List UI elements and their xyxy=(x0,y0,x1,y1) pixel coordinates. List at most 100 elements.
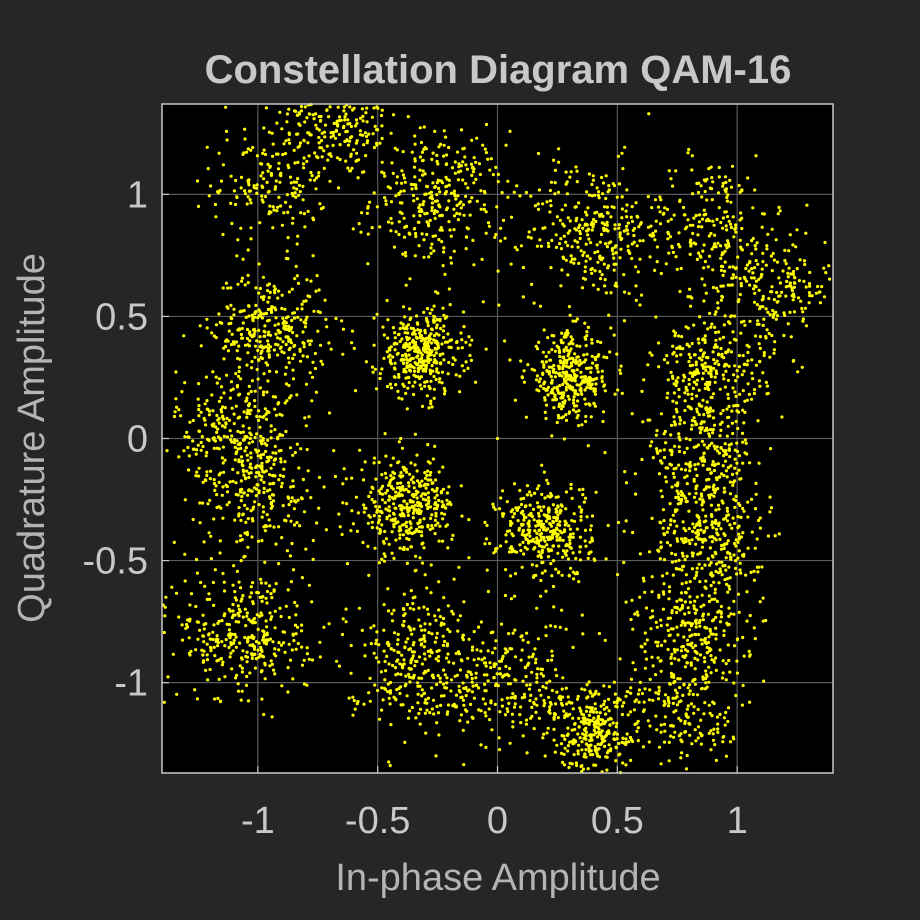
data-point xyxy=(593,392,598,396)
data-point xyxy=(247,471,251,475)
data-point xyxy=(395,148,399,152)
data-point xyxy=(300,576,304,580)
data-point xyxy=(442,154,446,158)
data-point xyxy=(546,537,551,542)
data-point xyxy=(253,355,257,359)
data-point xyxy=(305,159,309,163)
data-point xyxy=(236,429,240,433)
data-point xyxy=(725,577,730,581)
data-point xyxy=(737,183,741,188)
data-point xyxy=(442,358,446,362)
data-point xyxy=(494,232,498,237)
data-point xyxy=(686,606,690,610)
data-point xyxy=(537,188,542,192)
data-point xyxy=(518,488,522,493)
data-point xyxy=(697,413,701,417)
data-point xyxy=(542,528,546,532)
data-point xyxy=(719,604,724,609)
data-point xyxy=(447,360,451,365)
data-point xyxy=(696,530,700,535)
data-point xyxy=(712,580,716,584)
data-point xyxy=(744,441,748,445)
data-point xyxy=(752,626,756,630)
data-point xyxy=(274,370,279,374)
data-point xyxy=(399,436,403,441)
data-point xyxy=(785,279,789,284)
data-point xyxy=(587,552,591,556)
data-point xyxy=(226,339,230,343)
data-point xyxy=(496,180,500,184)
data-point xyxy=(496,269,500,273)
data-point xyxy=(241,321,245,325)
data-point xyxy=(668,502,672,506)
data-point xyxy=(307,112,311,116)
data-point xyxy=(643,650,647,654)
data-point xyxy=(701,463,705,467)
data-point xyxy=(667,232,671,236)
data-point xyxy=(371,132,375,136)
data-point xyxy=(717,353,721,357)
data-point xyxy=(428,311,432,315)
data-point xyxy=(308,371,312,375)
data-point xyxy=(552,406,556,410)
data-point xyxy=(529,493,533,497)
data-point xyxy=(234,340,239,344)
data-point xyxy=(391,113,396,117)
data-point xyxy=(258,340,262,344)
data-point xyxy=(615,195,619,199)
data-point xyxy=(601,192,605,196)
data-point xyxy=(584,375,588,379)
data-point xyxy=(294,195,298,199)
data-point xyxy=(430,328,434,332)
data-point xyxy=(648,255,652,259)
data-point xyxy=(393,367,397,371)
data-point xyxy=(309,133,313,137)
data-point xyxy=(750,267,754,271)
data-point xyxy=(575,317,580,321)
data-point xyxy=(665,530,669,534)
data-point xyxy=(437,203,441,207)
data-point xyxy=(657,365,661,369)
data-point xyxy=(731,330,735,334)
data-point xyxy=(310,399,314,403)
data-point xyxy=(530,367,534,371)
data-point xyxy=(758,335,763,339)
data-point xyxy=(676,492,681,496)
data-point xyxy=(561,393,566,397)
data-point xyxy=(650,516,654,521)
data-point xyxy=(427,255,431,259)
data-point xyxy=(697,562,701,566)
data-point xyxy=(262,390,266,394)
data-point xyxy=(429,341,433,345)
data-point xyxy=(370,226,374,230)
data-point xyxy=(732,235,736,239)
data-point xyxy=(216,418,220,422)
data-point xyxy=(673,650,677,654)
data-point xyxy=(449,191,454,195)
data-point xyxy=(687,492,692,496)
data-point xyxy=(614,251,618,255)
data-point xyxy=(464,182,468,186)
data-point xyxy=(523,505,528,509)
data-point xyxy=(434,377,438,382)
data-point xyxy=(418,502,423,506)
data-point xyxy=(435,361,439,365)
data-point xyxy=(570,385,575,389)
data-point xyxy=(678,289,682,294)
data-point xyxy=(457,162,461,166)
data-point xyxy=(612,333,616,337)
data-point xyxy=(499,496,503,500)
data-point xyxy=(237,392,242,396)
data-point xyxy=(556,389,560,393)
data-point xyxy=(549,180,554,184)
data-point xyxy=(792,285,797,289)
data-point xyxy=(412,506,416,510)
data-point xyxy=(746,500,750,504)
data-point xyxy=(205,470,209,474)
data-point xyxy=(796,370,800,374)
data-point xyxy=(247,475,251,480)
data-point xyxy=(417,220,421,224)
data-point xyxy=(565,358,569,362)
data-point xyxy=(430,308,434,312)
data-point xyxy=(450,166,455,170)
